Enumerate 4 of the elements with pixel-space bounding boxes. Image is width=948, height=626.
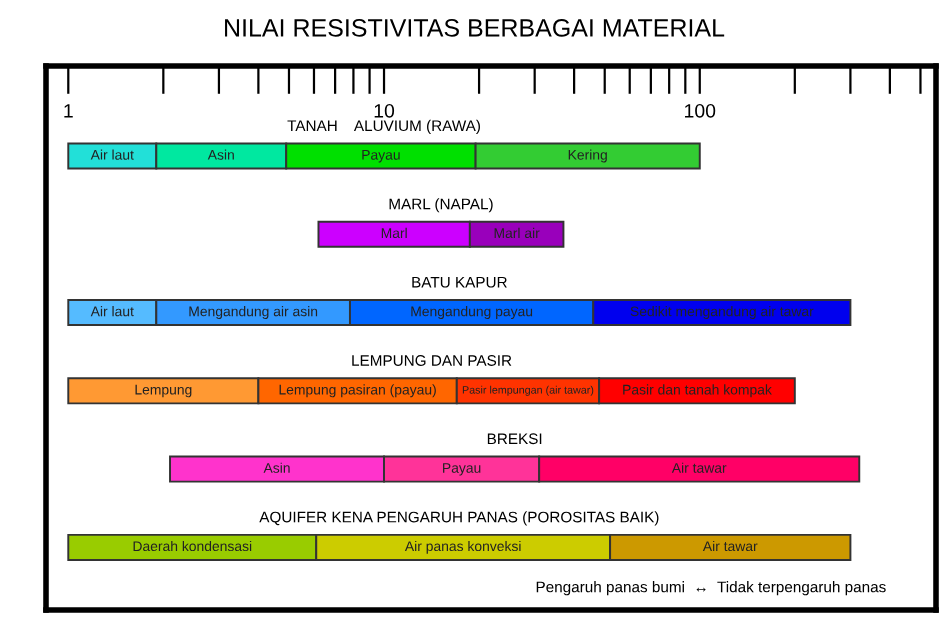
x-tick-label: 1 <box>64 104 73 118</box>
x-tick-label: 10 <box>374 103 395 118</box>
chart-title: NILAI RESISTIVITAS BERBAGAI MATERIAL <box>225 19 725 37</box>
x-tick-label: 100 <box>685 103 716 118</box>
